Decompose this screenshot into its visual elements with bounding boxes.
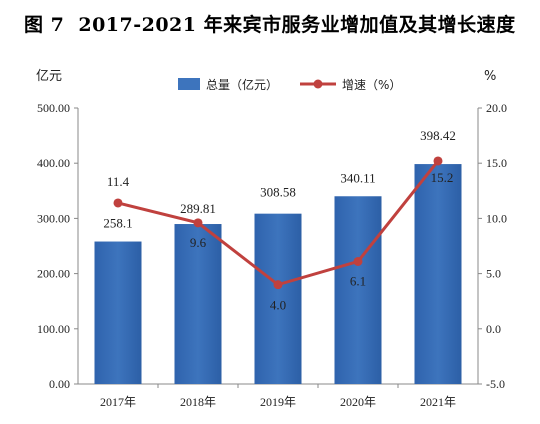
legend-bar-swatch — [178, 78, 200, 90]
growth-point — [433, 156, 443, 166]
line-value-label: 15.2 — [431, 170, 454, 185]
y-left-tick-label: 100.00 — [37, 322, 70, 336]
y-axis-right-unit: % — [484, 69, 496, 84]
legend-line-label: 增速（%） — [342, 78, 401, 92]
line-value-label: 6.1 — [350, 273, 366, 288]
y-right-tick-label: 20.0 — [486, 101, 507, 115]
y-right-tick-label: 0.0 — [486, 322, 501, 336]
growth-point — [193, 218, 203, 228]
growth-point — [353, 256, 363, 266]
line-value-label: 9.6 — [190, 235, 207, 250]
y-left-tick-label: 0.00 — [49, 377, 70, 391]
figure-title-text: 2017-2021 年来宾市服务业增加值及其增长速度 — [78, 14, 516, 36]
figure-title: 图 7 2017-2021 年来宾市服务业增加值及其增长速度 — [18, 10, 516, 37]
bar-value-label: 289.81 — [180, 201, 216, 216]
y-right-tick-label: -5.0 — [486, 377, 505, 391]
y-right-tick-label: 10.0 — [486, 211, 507, 225]
line-value-label: 11.4 — [107, 174, 130, 189]
x-tick-label: 2021年 — [420, 395, 456, 409]
y-right-tick-label: 15.0 — [486, 156, 507, 170]
line-value-label: 4.0 — [270, 298, 286, 313]
legend-bar-label: 总量（亿元） — [206, 77, 278, 92]
bar-value-label: 258.1 — [103, 216, 132, 231]
growth-point — [113, 198, 123, 208]
x-tick-label: 2020年 — [340, 395, 376, 409]
y-right-tick-label: 5.0 — [486, 267, 501, 281]
y-left-tick-label: 200.00 — [37, 267, 70, 281]
growth-point — [273, 280, 283, 290]
legend-line-marker — [313, 79, 323, 89]
bar-value-label: 340.11 — [340, 170, 375, 185]
y-left-tick-label: 500.00 — [37, 101, 70, 115]
bar-value-label: 308.58 — [260, 185, 296, 200]
bar-value-label: 398.42 — [420, 128, 456, 143]
bar — [334, 196, 382, 384]
bar — [414, 164, 462, 384]
bar — [94, 241, 142, 384]
y-left-tick-label: 400.00 — [37, 156, 70, 170]
y-left-tick-label: 300.00 — [37, 211, 70, 225]
figure-number: 图 7 — [24, 14, 65, 36]
bar — [254, 213, 302, 384]
x-tick-label: 2018年 — [180, 395, 216, 409]
bar — [174, 224, 222, 384]
y-axis-left-unit: 亿元 — [36, 69, 62, 84]
x-tick-label: 2017年 — [100, 395, 136, 409]
x-tick-label: 2019年 — [260, 395, 296, 409]
